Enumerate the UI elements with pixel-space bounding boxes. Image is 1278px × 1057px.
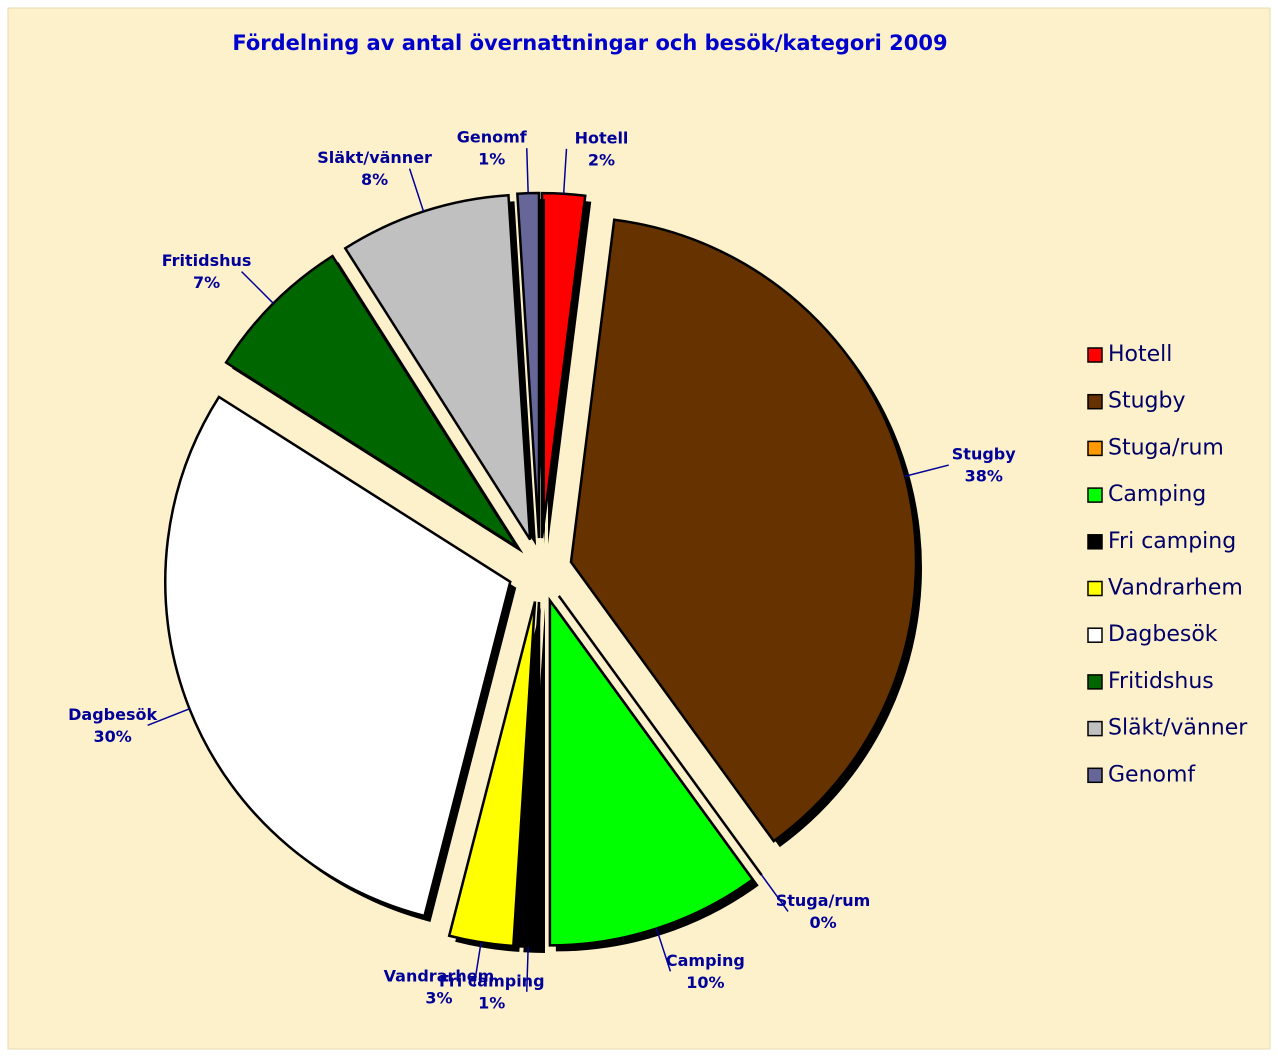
data-label: 7%	[193, 273, 220, 292]
slice	[540, 191, 587, 539]
legend-label: Camping	[1108, 482, 1206, 507]
data-label: 3%	[425, 988, 452, 1007]
legend-label: Genomf	[1108, 762, 1196, 787]
legend-swatch	[1087, 534, 1103, 550]
data-label-name: Camping	[666, 951, 745, 970]
leader-line	[562, 148, 568, 194]
leader-line	[525, 148, 529, 194]
data-label-name: Släkt/vänner	[317, 148, 432, 167]
legend-label: Hotell	[1108, 342, 1172, 367]
data-label: 1%	[478, 150, 505, 169]
leader-line	[655, 928, 672, 972]
legend-label: Vandrarhem	[1108, 576, 1243, 601]
legend-label: Släkt/vänner	[1108, 716, 1248, 741]
leader-line	[760, 874, 789, 912]
leader-line	[408, 168, 425, 212]
data-label-name: Fri camping	[439, 971, 545, 990]
data-label-name: Genomf	[457, 128, 528, 147]
slice	[557, 595, 763, 876]
leader-line	[147, 708, 190, 727]
data-label: 38%	[965, 467, 1003, 486]
slice	[447, 601, 537, 948]
data-label: 30%	[93, 727, 131, 746]
legend-swatch	[1087, 440, 1103, 457]
legend-swatch	[1087, 347, 1103, 363]
data-label-name: Stugby	[952, 445, 1016, 464]
leader-line	[241, 271, 274, 304]
data-label-name: Stuga/rum	[776, 891, 871, 910]
data-label: 1%	[478, 993, 505, 1012]
data-label-name: Dagbesök	[68, 705, 157, 724]
legend-swatch	[1087, 393, 1103, 410]
data-label: 10%	[686, 973, 724, 992]
slice	[164, 395, 512, 918]
data-label: 8%	[361, 170, 388, 189]
legend-swatch	[1087, 720, 1103, 737]
data-label: 2%	[588, 150, 615, 169]
leader-line	[904, 464, 949, 477]
legend-swatch	[1087, 580, 1103, 597]
leader-line	[525, 946, 529, 992]
legend-label: Fri camping	[1108, 529, 1236, 554]
legend-label: Fritidshus	[1108, 669, 1214, 694]
slice	[516, 191, 541, 539]
legend-swatch	[1087, 487, 1103, 503]
legend-swatch	[1087, 767, 1103, 784]
data-label: 0%	[809, 913, 836, 932]
legend-label: Dagbesök	[1108, 622, 1218, 647]
legend-swatch	[1087, 627, 1103, 643]
legend-label: Stugby	[1108, 389, 1185, 414]
data-label-name: Vandrarhem	[384, 966, 495, 985]
leader-line	[473, 942, 482, 987]
legend-label: Stuga/rum	[1108, 435, 1224, 460]
data-label-name: Hotell	[575, 128, 629, 147]
data-label-name: Fritidshus	[162, 251, 252, 270]
slice	[548, 596, 755, 947]
chart-title: Fördelning av antal övernattningar och b…	[232, 31, 947, 55]
legend-swatch	[1087, 674, 1103, 690]
